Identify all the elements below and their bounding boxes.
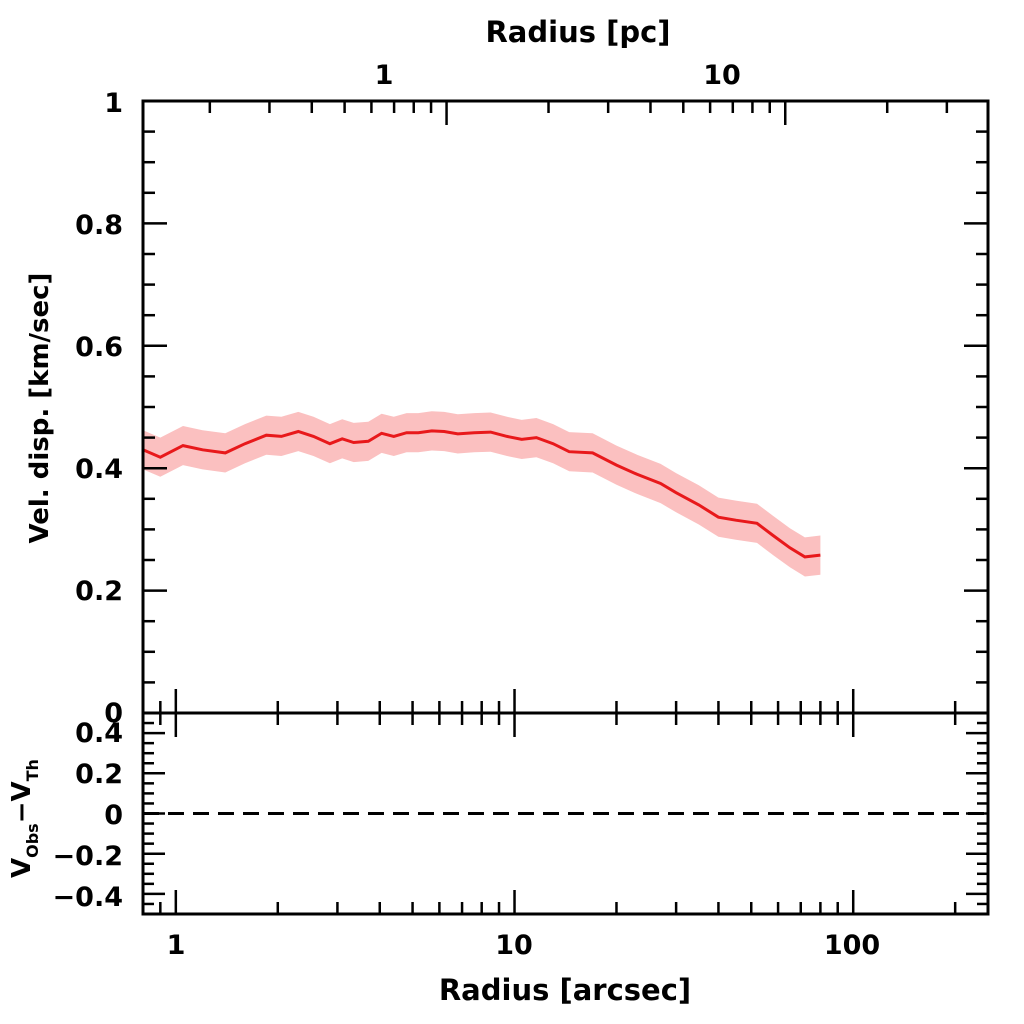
bottom-y-axis-title-main: V xyxy=(7,858,37,878)
top-y-tick-label: 0.4 xyxy=(75,454,123,485)
top-panel-frame xyxy=(141,99,990,715)
velocity-dispersion-line xyxy=(142,429,821,559)
top-y-tick-label: 0.2 xyxy=(75,576,123,607)
velocity-dispersion-error-band xyxy=(143,411,821,577)
bottom-y-tick-label: −0.2 xyxy=(53,841,123,872)
top-y-tick-label: 0.8 xyxy=(75,210,123,241)
bottom-x-axis-title: Radius [arcsec] xyxy=(439,973,691,1007)
top-y-tick-label: 0.6 xyxy=(75,332,123,363)
top-y-tick-label: 1 xyxy=(104,88,123,119)
top-y-tick-label: 0 xyxy=(104,698,123,729)
top-x-tick-label-pc: 10 xyxy=(703,60,741,91)
top-y-axis-title: Vel. disp. [km/sec] xyxy=(25,273,55,544)
bottom-y-tick-labels: 0.4 0.2 0 −0.2 −0.4 xyxy=(53,718,123,913)
top-y-tick-labels: 0 0.2 0.4 0.6 0.8 1 xyxy=(75,88,123,729)
bottom-y-tick-label: −0.4 xyxy=(53,882,123,913)
bottom-x-tick-label: 10 xyxy=(495,930,533,961)
top-x-axis-title: Radius [pc] xyxy=(485,15,670,49)
bottom-y-tick-label: 0.2 xyxy=(75,759,123,790)
bottom-y-tick-label: 0.4 xyxy=(75,718,123,749)
bottom-y-axis-title-sep: −V xyxy=(7,781,37,823)
bottom-y-axis-title: VObs−VTh xyxy=(7,759,42,878)
bottom-y-axis-title-sub-th: Th xyxy=(23,759,42,781)
bottom-x-tick-label: 100 xyxy=(824,930,880,961)
axis-ticks xyxy=(141,99,988,916)
bottom-y-tick-label: 0 xyxy=(104,800,123,831)
bottom-panel-frame xyxy=(141,711,990,916)
bottom-x-tick-label: 1 xyxy=(167,930,186,961)
top-x-tick-label-pc: 1 xyxy=(375,60,394,91)
bottom-y-axis-title-sub-obs: Obs xyxy=(23,823,42,858)
